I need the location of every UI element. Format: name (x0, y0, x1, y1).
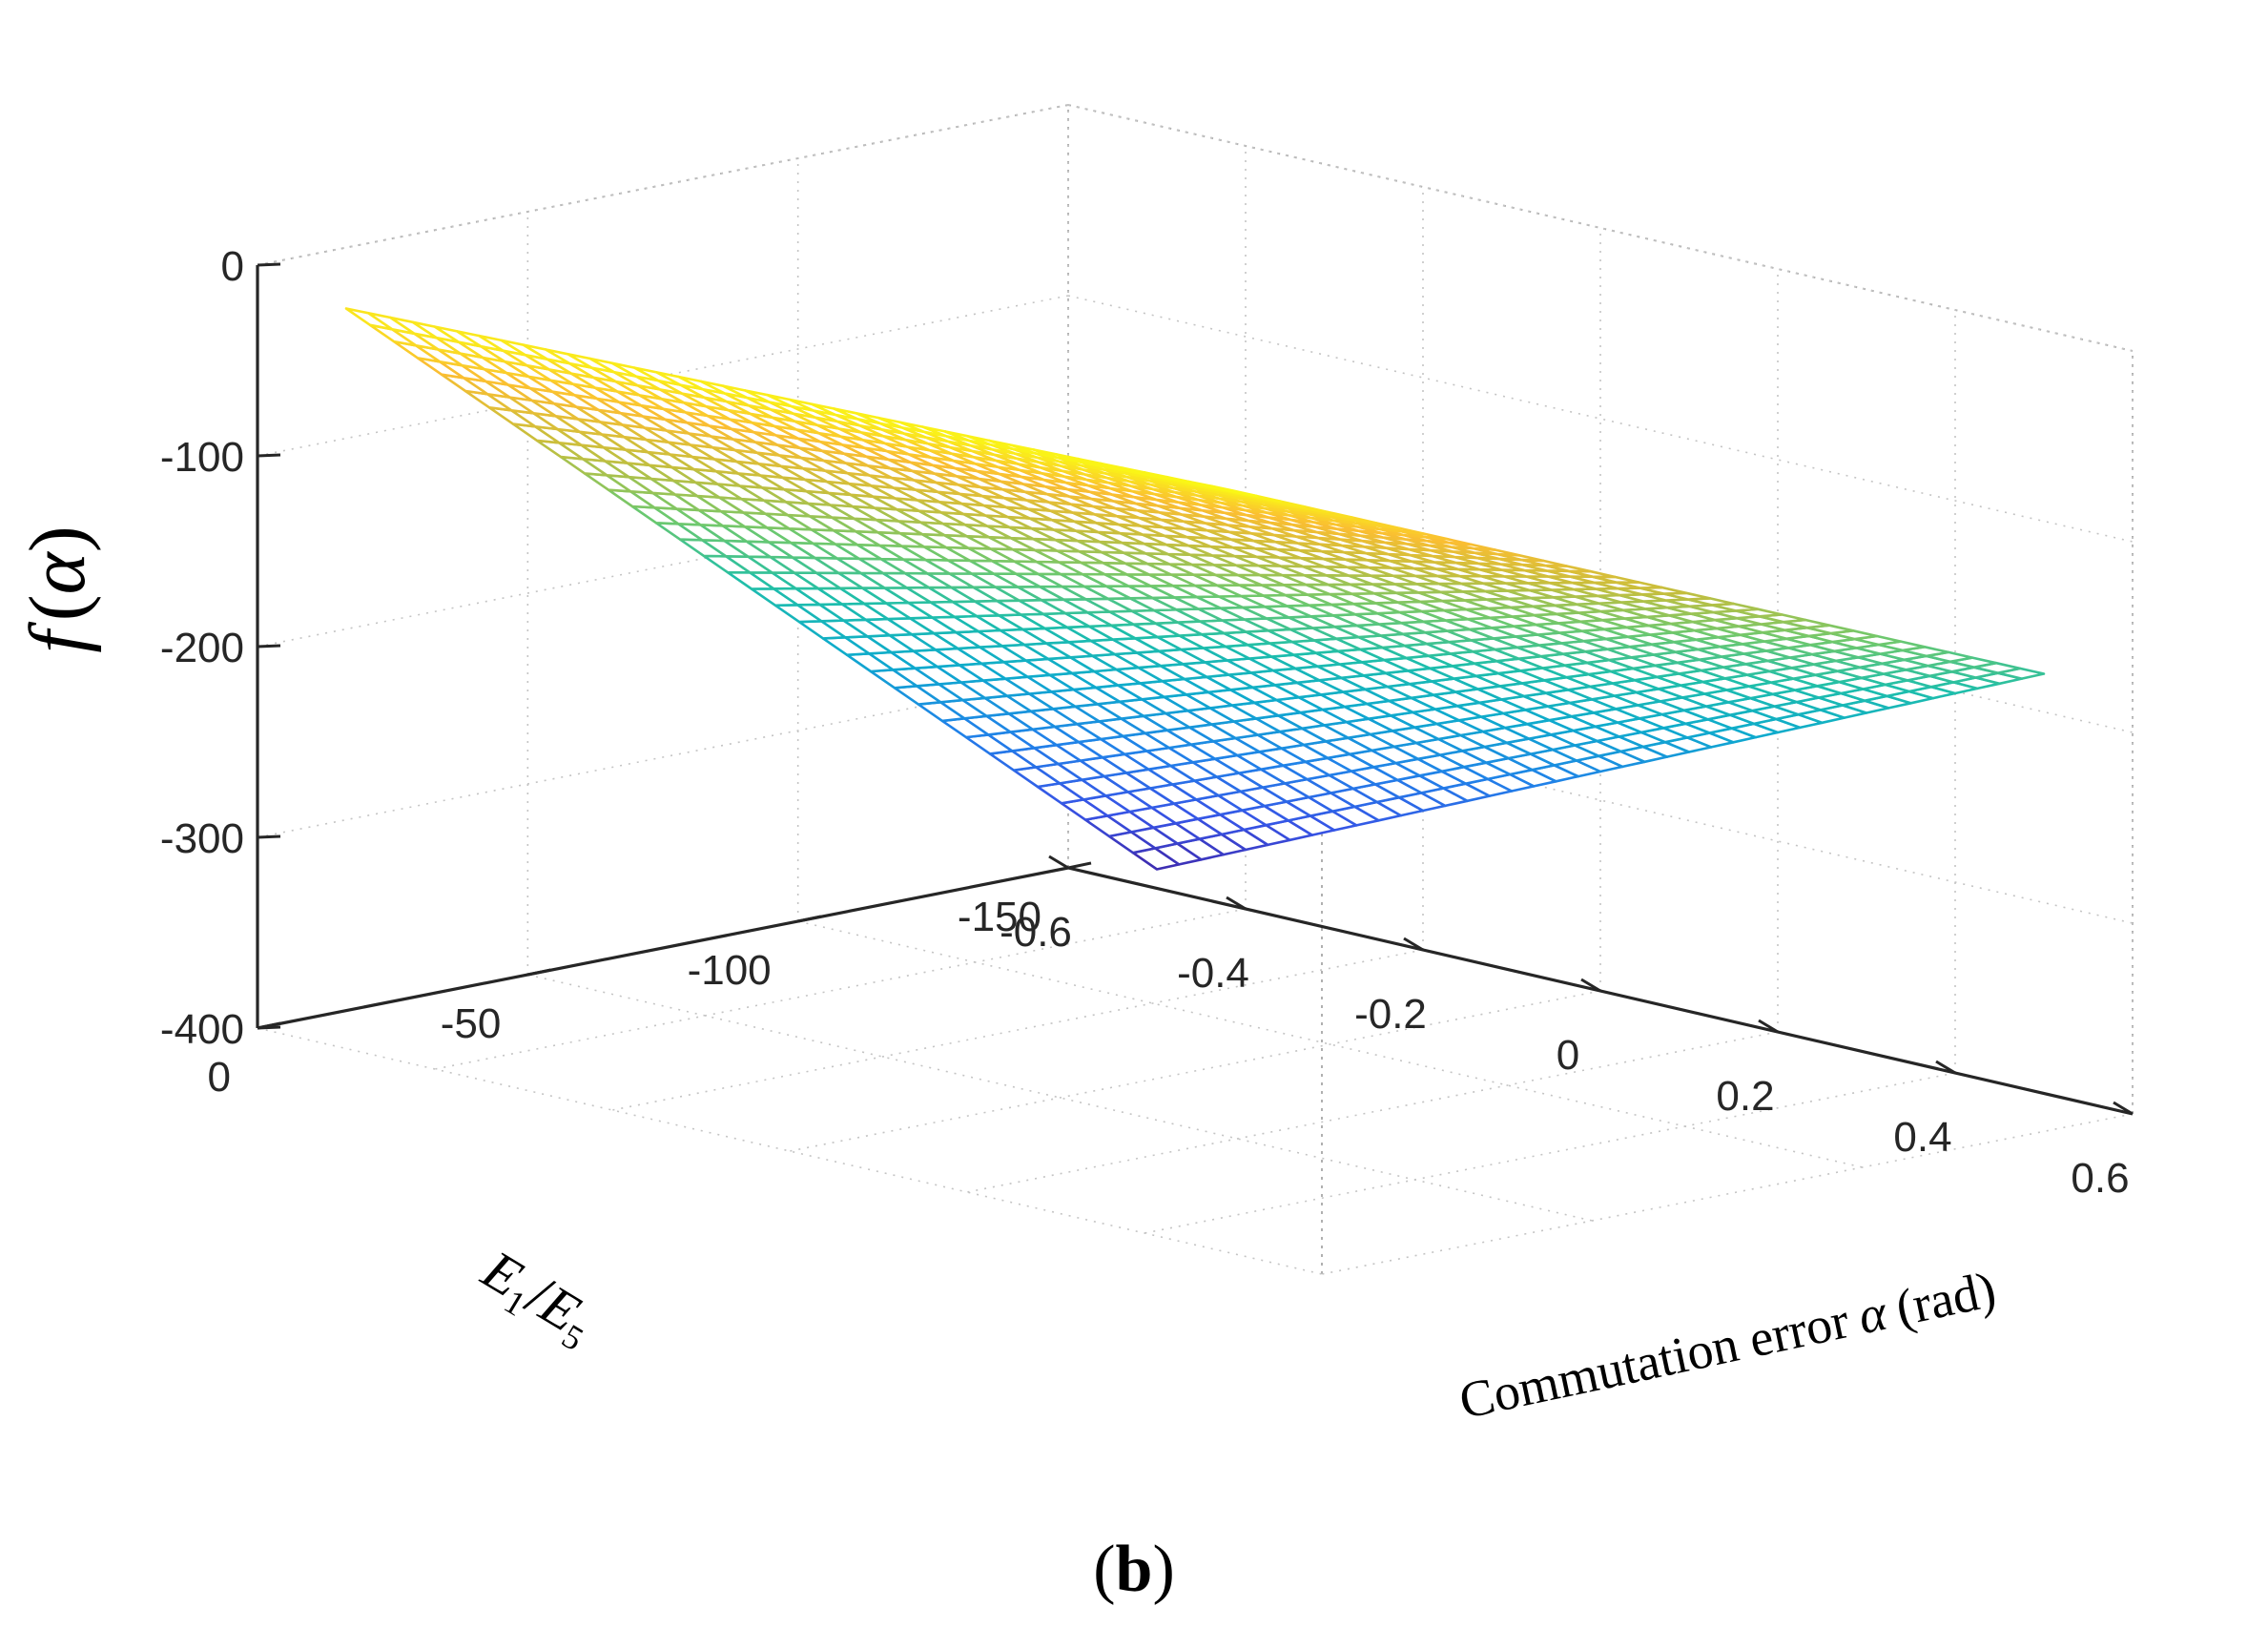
surface-mesh (344, 307, 2046, 871)
x-tick-label: 0.6 (2071, 1155, 2129, 1202)
x-tick-mark (1580, 978, 1601, 993)
x-tick-mark (1758, 1019, 1779, 1034)
x-axis-label: Commutation errorα(rad) (1454, 1261, 2001, 1431)
x-tick-label: 0 (1557, 1032, 1579, 1079)
x-tick-label: 0.2 (1716, 1073, 1774, 1120)
x-tick-label: -0.4 (1177, 950, 1249, 997)
panel-label: (b) (1093, 1533, 1175, 1606)
y-tick-mark (1067, 861, 1092, 870)
y-tick-mark (257, 1021, 281, 1030)
grid-line-z (257, 104, 1069, 266)
x-tick-mark (1048, 855, 1069, 870)
z-tick-mark (257, 453, 281, 458)
x-tick-mark (2113, 1101, 2134, 1116)
z-tick-mark (257, 644, 281, 649)
grid-line-x (434, 908, 1247, 1070)
z-axis-label: f(α) (13, 525, 102, 652)
z-tick-label: -400 (160, 1006, 244, 1053)
axis-lines (256, 262, 2134, 1116)
x-tick-label: 0.4 (1893, 1114, 1951, 1161)
grid-line-z (1067, 104, 2134, 352)
surface-cell (1209, 484, 1259, 498)
grid-line-z (1067, 295, 2134, 543)
y-tick-label: -50 (441, 1000, 502, 1047)
y-tick-label: -150 (958, 894, 1041, 940)
x-tick-mark (1935, 1060, 1956, 1075)
y-axis-label: E1/E5 (468, 1236, 607, 1358)
y-tick-mark (527, 968, 551, 977)
tick-labels: 0-100-200-300-4000-50-100-150-0.6-0.4-0.… (160, 243, 2130, 1202)
y-tick-mark (797, 915, 821, 923)
z-tick-label: -100 (160, 434, 244, 481)
grid-line-x (966, 1031, 1779, 1193)
grid-line-y (797, 920, 1863, 1168)
y-axis-line (257, 866, 1069, 1030)
z-tick-label: -300 (160, 815, 244, 862)
grid-line-y (257, 1027, 1323, 1275)
x-tick-mark (1226, 896, 1247, 911)
x-tick-label: -0.2 (1354, 991, 1427, 1038)
z-tick-mark (257, 262, 281, 267)
z-tick-label: -200 (160, 625, 244, 671)
z-tick-mark (257, 834, 281, 839)
grid-line-x (789, 990, 1601, 1152)
y-tick-label: -100 (688, 947, 772, 994)
grid-line-x (1144, 1072, 1956, 1234)
x-tick-label: -0.6 (1000, 909, 1072, 956)
grid-line-x (611, 949, 1424, 1111)
y-tick-label: 0 (208, 1054, 231, 1101)
x-tick-mark (1403, 937, 1424, 952)
grid-line-x (1321, 1113, 2134, 1275)
z-tick-label: 0 (221, 243, 244, 290)
grid-line-y (527, 974, 1593, 1222)
